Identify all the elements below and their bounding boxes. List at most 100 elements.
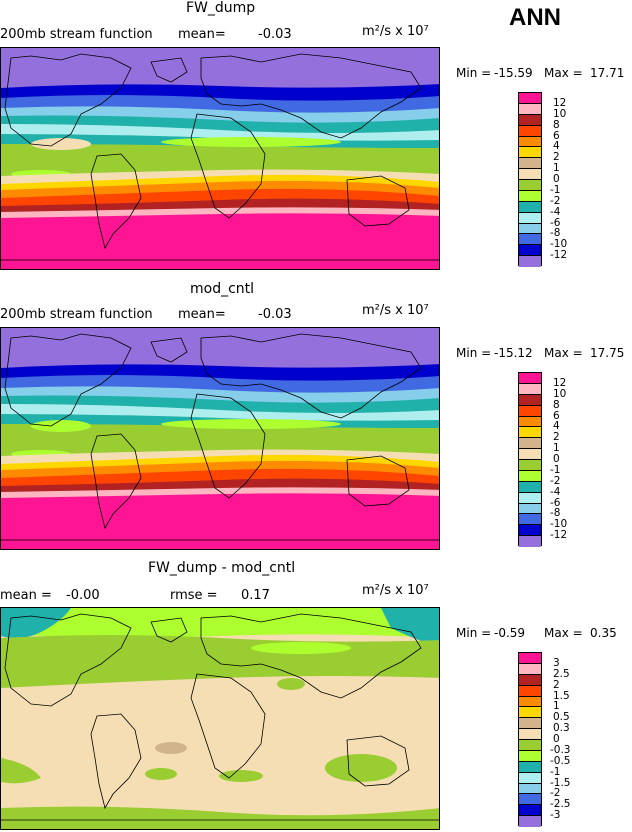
colorbar-swatch [519,212,541,224]
colorbar-level-label: 0 [553,453,560,465]
colorbar-level-label: -1 [550,463,561,476]
panel1-mean-value: -0.03 [258,27,292,42]
colorbar-swatch [519,470,541,482]
panel2-title: mod_cntl [190,281,255,297]
colorbar-swatch [519,125,541,137]
colorbar-level-label: -8 [550,507,561,520]
colorbar-level-label: 12 [553,96,567,109]
colorbar-swatch [519,536,541,547]
colorbar-swatch [519,707,541,719]
colorbar-level-label: -1 [550,765,561,778]
colorbar-swatch [519,114,541,126]
colorbar-level-label: -0.3 [550,743,571,756]
colorbar-level-label: -0.5 [550,754,571,767]
colorbar-level-label: 8 [553,118,560,131]
panel1-variable-label: 200mb stream function [0,27,153,42]
colorbar-swatch [519,772,541,784]
colorbar-level-label: -1.5 [550,776,571,789]
colorbar-level-label: 2.5 [553,667,570,680]
colorbar-swatch [519,405,541,417]
colorbar-swatch [519,256,541,267]
panel2-max-label: Max = [544,346,583,360]
colorbar-swatch [519,696,541,708]
panel2-mean-label: mean= [178,307,226,322]
panel1-max-label: Max = [544,66,583,80]
colorbar-swatch [519,93,541,104]
colorbar-level-label: -10 [550,518,568,531]
panel1-max-value: 17.71 [590,66,625,80]
colorbar-level-label: 1 [553,700,560,713]
panel2-units: m²/s x 10⁷ [362,303,429,318]
panel2-contour-field [1,328,439,549]
panel2-mean-value: -0.03 [258,307,292,322]
colorbar-swatch [519,245,541,257]
colorbar-swatch [519,147,541,159]
panel2-min-value: -15.12 [494,346,533,360]
colorbar-swatch [519,103,541,115]
colorbar-swatch [519,805,541,817]
panel3-min-value: -0.59 [494,626,526,640]
colorbar-swatch [519,373,541,384]
colorbar-swatch [519,514,541,526]
panel3-max-value: 0.35 [590,626,617,640]
colorbar-level-label: 10 [553,107,567,120]
colorbar-swatch [519,136,541,148]
colorbar-level-label: -12 [550,249,568,262]
colorbar-level-label: 2 [553,678,560,691]
panel2-min-label: Min = [456,346,492,360]
panel3-title: FW_dump - mod_cntl [148,560,296,576]
panel3-units: m²/s x 10⁷ [362,583,429,598]
colorbar-swatch [519,783,541,795]
colorbar-level-label: 1.5 [553,689,570,702]
colorbar-swatch [519,223,541,235]
colorbar-level-label: -10 [550,238,568,251]
colorbar-swatch [519,158,541,170]
colorbar-level-label: 12 [553,376,567,389]
colorbar-level-label: 6 [553,409,560,422]
colorbar-swatch [519,674,541,686]
colorbar-level-label: 6 [553,129,560,142]
colorbar-swatch [519,427,541,439]
colorbar-level-label: 0 [553,173,560,185]
panel3-colorbar [518,652,542,827]
colorbar-level-label: -1 [550,183,561,196]
panel3-mean-label: mean = [0,588,52,603]
colorbar-swatch [519,685,541,697]
colorbar-level-label: 4 [553,420,560,433]
colorbar-level-label: 8 [553,398,560,411]
colorbar-swatch [519,750,541,762]
colorbar-swatch [519,201,541,213]
panel1-title: FW_dump [186,0,256,16]
colorbar-level-label: 0.3 [553,722,570,735]
colorbar-swatch [519,525,541,537]
colorbar-level-label: -6 [550,496,561,509]
colorbar-level-label: 0 [553,733,560,745]
colorbar-level-label: 0.5 [553,711,570,724]
panel3-contour-field [1,608,439,829]
panel3-max-label: Max = [544,626,583,640]
panel3-rmse-value: 0.17 [241,588,270,603]
colorbar-swatch [519,234,541,246]
panel2-colorbar [518,372,542,547]
colorbar-swatch [519,394,541,406]
colorbar-level-label: 1 [553,162,560,175]
panel1-min-value: -15.59 [494,66,533,80]
panel2-variable-label: 200mb stream function [0,307,153,322]
colorbar-swatch [519,794,541,806]
colorbar-swatch [519,416,541,428]
colorbar-level-label: -2.5 [550,798,571,811]
colorbar-level-label: 1 [553,442,560,455]
colorbar-level-label: 3 [553,656,560,669]
colorbar-level-label: -12 [550,529,568,542]
colorbar-level-label: 4 [553,140,560,153]
colorbar-swatch [519,169,541,180]
colorbar-swatch [519,663,541,675]
colorbar-level-label: 2 [553,151,560,164]
panel3-min-label: Min = [456,626,492,640]
colorbar-swatch [519,729,541,740]
panel1-mean-label: mean= [178,27,226,42]
colorbar-swatch [519,383,541,395]
colorbar-level-label: -4 [550,485,561,498]
panel1-map [0,47,440,270]
panel1-min-label: Min = [456,66,492,80]
